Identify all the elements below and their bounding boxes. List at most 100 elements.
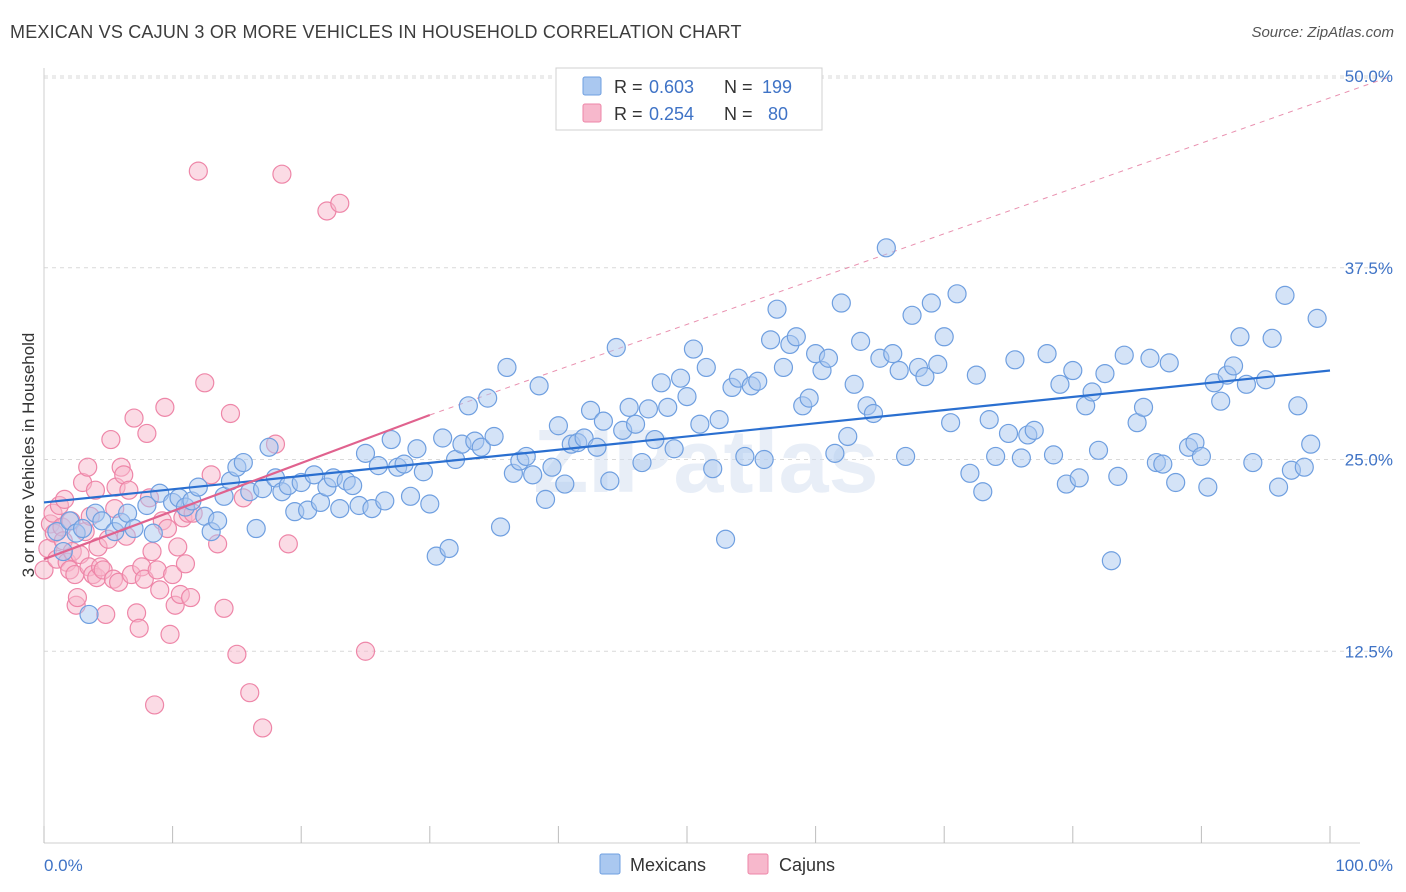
point-mexicans [580, 400, 601, 421]
point-mexicans [941, 413, 961, 433]
point-mexicans [1088, 440, 1109, 460]
legend-label-mexicans: Mexicans [630, 855, 706, 875]
point-mexicans [407, 439, 427, 459]
point-mexicans [831, 293, 851, 313]
point-mexicans [658, 397, 678, 417]
point-mexicans [1153, 454, 1173, 474]
point-mexicans [1005, 350, 1025, 370]
point-mexicans [471, 437, 491, 457]
point-cajuns [85, 480, 106, 500]
point-mexicans [677, 387, 697, 407]
trend-extension-cajuns [429, 75, 1393, 416]
point-mexicans [715, 529, 736, 549]
trend-line-cajuns [43, 413, 431, 561]
point-mexicans [542, 457, 562, 477]
legend-n-label: N = [724, 104, 753, 124]
legend-n-value: 80 [768, 104, 788, 124]
point-mexicans [1166, 472, 1186, 493]
point-cajuns [272, 164, 292, 184]
point-mexicans [979, 410, 999, 430]
point-mexicans [625, 414, 646, 434]
point-mexicans [1262, 328, 1282, 348]
point-mexicans [381, 429, 401, 450]
x-tick-label: 0.0% [44, 856, 83, 875]
point-mexicans [330, 498, 350, 519]
point-mexicans [921, 293, 941, 313]
point-mexicans [651, 373, 671, 393]
legend-n-value: 199 [762, 77, 792, 97]
point-mexicans [883, 344, 903, 364]
legend-swatch-mexicans [599, 853, 621, 875]
legend-swatch-cajuns [582, 103, 602, 123]
point-mexicans [683, 339, 704, 359]
point-mexicans [593, 411, 614, 431]
point-mexicans [1268, 477, 1289, 497]
legend-series: Mexicans Cajuns [599, 853, 835, 875]
point-mexicans [664, 439, 684, 459]
point-cajuns [214, 598, 234, 618]
point-mexicans [1095, 363, 1115, 384]
point-mexicans [799, 388, 819, 408]
point-mexicans [851, 331, 871, 351]
point-mexicans [818, 348, 839, 368]
point-mexicans [1011, 448, 1031, 468]
point-mexicans [986, 446, 1006, 467]
point-mexicans [760, 330, 781, 350]
point-mexicans [606, 337, 626, 358]
point-mexicans [896, 446, 916, 467]
point-mexicans [709, 410, 729, 430]
legend-swatch-mexicans [582, 76, 602, 96]
point-mexicans [490, 517, 511, 537]
point-mexicans [638, 399, 659, 419]
point-mexicans [523, 465, 543, 485]
point-mexicans [1211, 391, 1231, 411]
legend-n-label: N = [724, 77, 753, 97]
legend-r-value: 0.254 [649, 104, 694, 124]
legend-r-label: R = [614, 77, 643, 97]
point-mexicans [973, 482, 993, 502]
point-cajuns [168, 537, 188, 557]
point-mexicans [1069, 468, 1089, 488]
point-mexicans [767, 299, 787, 319]
point-mexicans [516, 446, 536, 467]
y-tick-label: 50.0% [1345, 67, 1393, 86]
point-mexicans [1275, 285, 1295, 305]
point-mexicans [1108, 466, 1128, 486]
y-tick-label: 25.0% [1345, 451, 1393, 470]
legend-swatch-cajuns [747, 853, 769, 875]
point-cajuns [96, 604, 116, 625]
point-mexicans [246, 518, 266, 539]
point-mexicans [825, 443, 845, 463]
point-mexicans [137, 495, 157, 516]
point-mexicans [400, 486, 421, 506]
point-mexicans [670, 368, 691, 388]
point-cajuns [142, 541, 162, 562]
point-mexicans [619, 397, 639, 417]
point-mexicans [375, 491, 395, 511]
point-cajuns [129, 618, 149, 638]
point-mexicans [754, 449, 774, 470]
point-cajuns [175, 554, 196, 574]
point-mexicans [208, 511, 228, 531]
point-mexicans [1198, 477, 1218, 497]
y-tick-label: 37.5% [1345, 259, 1393, 278]
trend-lines [43, 369, 1331, 561]
point-mexicans [343, 475, 363, 496]
point-mexicans [259, 437, 279, 457]
point-mexicans [433, 428, 453, 448]
point-cajuns [119, 480, 139, 500]
point-cajuns [227, 644, 247, 664]
point-mexicans [1063, 360, 1083, 381]
point-mexicans [143, 523, 163, 543]
point-mexicans [632, 452, 652, 473]
point-mexicans [1140, 348, 1160, 368]
point-mexicans [863, 403, 884, 424]
source-label: Source: ZipAtlas.com [1251, 24, 1394, 41]
tick-labels: 12.5% 25.0% 37.5% 50.0% 0.0% 100.0% [44, 67, 1393, 875]
point-mexicans [1133, 397, 1154, 417]
point-mexicans [1082, 382, 1102, 402]
point-cajuns [188, 161, 208, 181]
point-mexicans [548, 416, 569, 436]
point-mexicans [555, 474, 575, 494]
